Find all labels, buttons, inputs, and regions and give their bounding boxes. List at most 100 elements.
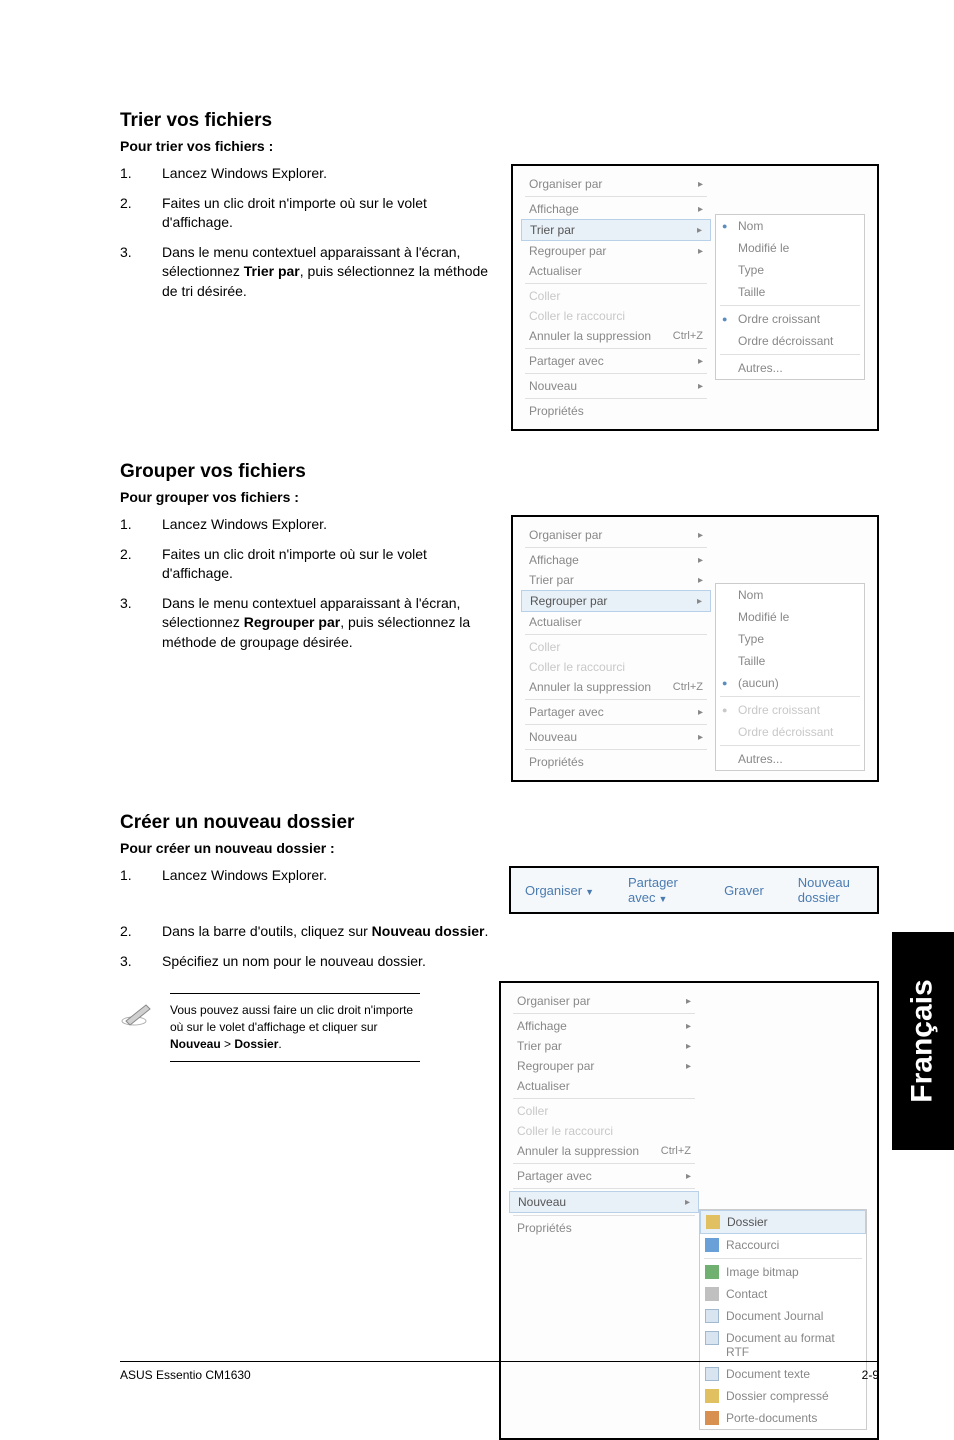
menu-item-nouveau[interactable]: Nouveau▸ [521, 376, 711, 396]
subtitle-grouper: Pour grouper vos fichiers : [120, 489, 879, 505]
menu-item-affichage[interactable]: Affichage▸ [509, 1016, 699, 1036]
menu-item-affichage[interactable]: Affichage▸ [521, 199, 711, 219]
menu-item-proprietes[interactable]: Propriétés [521, 401, 711, 421]
bitmap-icon [705, 1265, 719, 1279]
submenu-item-taille[interactable]: Taille [716, 281, 864, 303]
toolbar-organiser[interactable]: Organiser▼ [525, 883, 594, 898]
menu-item-nouveau[interactable]: Nouveau▸ [509, 1191, 699, 1213]
step1: Lancez Windows Explorer. [120, 164, 493, 184]
menu-item-partager[interactable]: Partager avec▸ [521, 702, 711, 722]
submenu-item-modifie[interactable]: Modifié le [716, 237, 864, 259]
submenu-item-modifie[interactable]: Modifié le [716, 606, 864, 628]
arrow-icon: ▸ [685, 1197, 690, 1208]
arrow-icon: ▸ [698, 707, 703, 718]
menu-item-coller[interactable]: Coller [521, 286, 711, 306]
menu-item-nouveau[interactable]: Nouveau▸ [521, 727, 711, 747]
arrow-icon: ▸ [697, 225, 702, 236]
submenu-item-porte[interactable]: Porte-documents [700, 1407, 866, 1429]
steps-grouper: Lancez Windows Explorer. Faites un clic … [120, 515, 493, 653]
caret-icon: ▼ [585, 887, 594, 897]
menu-item-coller-raccourci[interactable]: Coller le raccourci [521, 657, 711, 677]
arrow-icon: ▸ [698, 356, 703, 367]
step1: Lancez Windows Explorer. [120, 515, 493, 535]
arrow-icon: ▸ [698, 575, 703, 586]
menu-item-regrouper[interactable]: Regrouper par▸ [521, 590, 711, 612]
submenu-item-type[interactable]: Type [716, 628, 864, 650]
heading-trier: Trier vos fichiers [120, 110, 879, 132]
menu-item-partager[interactable]: Partager avec▸ [509, 1166, 699, 1186]
submenu-item-contact[interactable]: Contact [700, 1283, 866, 1305]
menu-item-organiser[interactable]: Organiser par▸ [521, 525, 711, 545]
menu-item-actualiser[interactable]: Actualiser [521, 261, 711, 281]
step2: Dans la barre d'outils, cliquez sur Nouv… [120, 922, 879, 942]
submenu-item-autres[interactable]: Autres... [716, 357, 864, 379]
menu-item-coller[interactable]: Coller [521, 637, 711, 657]
arrow-icon: ▸ [698, 179, 703, 190]
submenu-item-nom[interactable]: ●Nom [716, 215, 864, 237]
footer-left: ASUS Essentio CM1630 [120, 1368, 251, 1382]
submenu-item-decroissant[interactable]: Ordre décroissant [716, 721, 864, 743]
submenu-nouveau: Dossier Raccourci Image bitmap Contact D… [699, 1209, 867, 1430]
menu-item-proprietes[interactable]: Propriétés [509, 1218, 699, 1238]
submenu-item-rtf[interactable]: Document au format RTF [700, 1327, 866, 1363]
context-menu-grouper: Organiser par▸ Affichage▸ Trier par▸ Reg… [511, 515, 879, 782]
menu-item-trier[interactable]: Trier par▸ [509, 1036, 699, 1056]
folder-icon [706, 1215, 720, 1229]
bullet-icon: ● [722, 678, 727, 688]
menu-item-organiser[interactable]: Organiser par▸ [509, 991, 699, 1011]
menu-item-annuler[interactable]: Annuler la suppressionCtrl+Z [521, 677, 711, 697]
toolbar-nouveau[interactable]: Nouveau dossier [798, 875, 863, 905]
bullet-icon: ● [722, 221, 727, 231]
caret-icon: ▼ [658, 894, 667, 904]
arrow-icon: ▸ [698, 555, 703, 566]
arrow-icon: ▸ [686, 996, 691, 1007]
menu-item-actualiser[interactable]: Actualiser [509, 1076, 699, 1096]
page-footer: ASUS Essentio CM1630 2-9 [120, 1361, 879, 1382]
menu-item-proprietes[interactable]: Propriétés [521, 752, 711, 772]
step3: Dans le menu contextuel apparaissant à l… [120, 594, 493, 653]
submenu-item-type[interactable]: Type [716, 259, 864, 281]
toolbar-graver[interactable]: Graver [724, 883, 764, 898]
arrow-icon: ▸ [698, 204, 703, 215]
footer-right: 2-9 [862, 1368, 879, 1382]
menu-item-regrouper[interactable]: Regrouper par▸ [509, 1056, 699, 1076]
arrow-icon: ▸ [686, 1171, 691, 1182]
submenu-item-journal[interactable]: Document Journal [700, 1305, 866, 1327]
submenu-item-raccourci[interactable]: Raccourci [700, 1234, 866, 1256]
submenu-trier: ●Nom Modifié le Type Taille ●Ordre crois… [715, 214, 865, 380]
menu-item-regrouper[interactable]: Regrouper par▸ [521, 241, 711, 261]
arrow-icon: ▸ [698, 732, 703, 743]
arrow-icon: ▸ [698, 246, 703, 257]
submenu-item-taille[interactable]: Taille [716, 650, 864, 672]
submenu-item-croissant[interactable]: ●Ordre croissant [716, 699, 864, 721]
arrow-icon: ▸ [697, 596, 702, 607]
steps-creer-1: Lancez Windows Explorer. [120, 866, 495, 896]
submenu-item-aucun[interactable]: ●(aucun) [716, 672, 864, 694]
language-tab: Français [892, 932, 954, 1150]
menu-item-actualiser[interactable]: Actualiser [521, 612, 711, 632]
step3: Dans le menu contextuel apparaissant à l… [120, 243, 493, 302]
rtf-icon [705, 1331, 719, 1345]
arrow-icon: ▸ [686, 1021, 691, 1032]
menu-item-coller-raccourci[interactable]: Coller le raccourci [521, 306, 711, 326]
submenu-item-autres[interactable]: Autres... [716, 748, 864, 770]
submenu-item-nom[interactable]: Nom [716, 584, 864, 606]
menu-item-affichage[interactable]: Affichage▸ [521, 550, 711, 570]
menu-item-coller-raccourci[interactable]: Coller le raccourci [509, 1121, 699, 1141]
menu-item-organiser[interactable]: Organiser par▸ [521, 174, 711, 194]
submenu-item-compresse[interactable]: Dossier compressé [700, 1385, 866, 1407]
menu-item-coller[interactable]: Coller [509, 1101, 699, 1121]
menu-item-annuler[interactable]: Annuler la suppressionCtrl+Z [521, 326, 711, 346]
submenu-item-decroissant[interactable]: Ordre décroissant [716, 330, 864, 352]
menu-item-annuler[interactable]: Annuler la suppressionCtrl+Z [509, 1141, 699, 1161]
menu-item-trier[interactable]: Trier par▸ [521, 219, 711, 241]
submenu-item-dossier[interactable]: Dossier [700, 1210, 866, 1234]
toolbar-partager[interactable]: Partager avec▼ [628, 875, 690, 905]
shortcut-icon [705, 1238, 719, 1252]
menu-item-trier[interactable]: Trier par▸ [521, 570, 711, 590]
explorer-toolbar: Organiser▼ Partager avec▼ Graver Nouveau… [509, 866, 879, 914]
submenu-item-bitmap[interactable]: Image bitmap [700, 1261, 866, 1283]
submenu-item-croissant[interactable]: ●Ordre croissant [716, 308, 864, 330]
pencil-icon [120, 999, 156, 1027]
menu-item-partager[interactable]: Partager avec▸ [521, 351, 711, 371]
